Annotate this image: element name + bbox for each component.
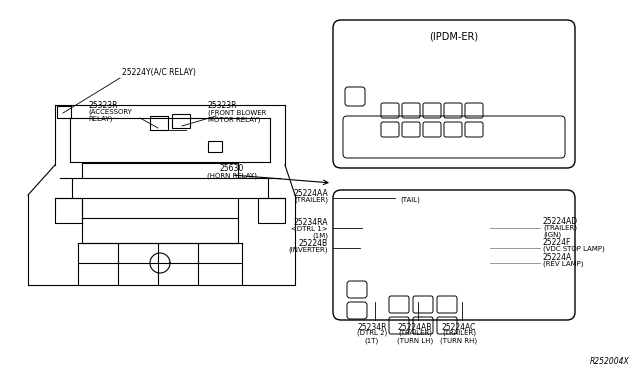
Text: R252004X: R252004X	[590, 357, 630, 366]
Text: (INVERTER): (INVERTER)	[289, 247, 328, 253]
Text: (TAIL): (TAIL)	[400, 197, 420, 203]
Text: 25630: 25630	[220, 164, 244, 173]
Text: (VDC STOP LAMP): (VDC STOP LAMP)	[543, 246, 605, 252]
Text: (TURN RH): (TURN RH)	[440, 337, 477, 343]
Bar	[150, 116, 168, 130]
Text: 25323R: 25323R	[208, 100, 237, 109]
Text: <DTRL 1>: <DTRL 1>	[291, 226, 328, 232]
Text: 25224F: 25224F	[543, 237, 572, 247]
Bar	[208, 141, 222, 152]
Text: (1M): (1M)	[312, 233, 328, 239]
Text: (HORN RELAY): (HORN RELAY)	[207, 173, 257, 179]
Text: (FRONT BLOWER
MOTOR RELAY): (FRONT BLOWER MOTOR RELAY)	[208, 109, 266, 123]
Text: (TRAILER): (TRAILER)	[442, 330, 476, 337]
Text: (IPDM-ER): (IPDM-ER)	[429, 31, 479, 41]
Text: (ACCESSORY
RELAY): (ACCESSORY RELAY)	[88, 108, 132, 122]
Text: 25234RA: 25234RA	[294, 218, 328, 227]
Text: (TRAILER): (TRAILER)	[398, 330, 432, 337]
Text: (DTRL 2): (DTRL 2)	[357, 330, 387, 337]
Text: 25224AD: 25224AD	[543, 217, 578, 225]
Bar	[172, 114, 190, 128]
Text: (1T): (1T)	[365, 337, 379, 343]
Text: 25224AB: 25224AB	[398, 323, 432, 332]
Text: (TURN LH): (TURN LH)	[397, 337, 433, 343]
Text: 25224Y(A/C RELAY): 25224Y(A/C RELAY)	[122, 67, 196, 77]
Text: (TRAILER): (TRAILER)	[543, 225, 577, 231]
Text: (TRAILER): (TRAILER)	[294, 197, 328, 203]
Text: 25224AC: 25224AC	[442, 323, 476, 332]
Text: 25224A: 25224A	[543, 253, 572, 262]
Text: 25234R: 25234R	[357, 323, 387, 332]
Text: (IGN): (IGN)	[543, 232, 561, 238]
Text: 25224AA: 25224AA	[293, 189, 328, 198]
Text: 25323R: 25323R	[88, 100, 118, 109]
Text: (REV LAMP): (REV LAMP)	[543, 261, 584, 267]
Text: 25224B: 25224B	[299, 238, 328, 247]
Bar	[57, 106, 71, 118]
